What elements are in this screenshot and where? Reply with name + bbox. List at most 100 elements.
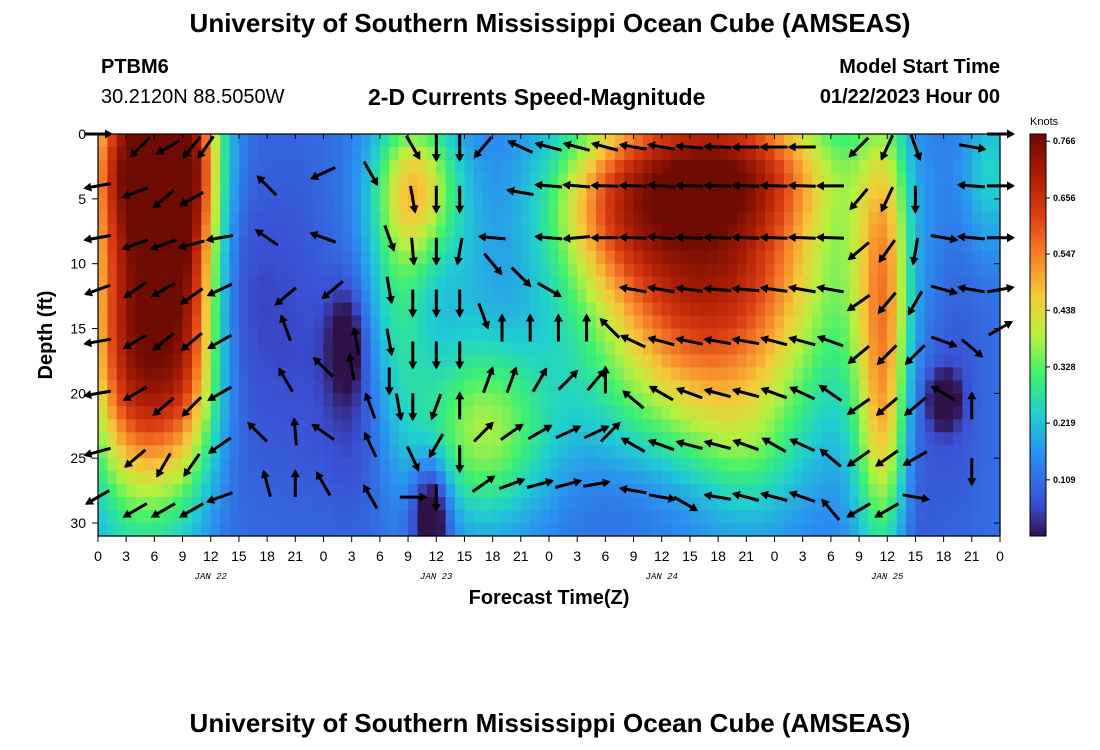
heatmap-cell [520,328,531,343]
vector-head [731,387,741,396]
heatmap-cell [549,224,559,239]
heatmap-cell [718,367,729,381]
heatmap-cell [774,471,785,485]
heatmap-cell [821,198,832,213]
heatmap-cell [661,367,672,381]
heatmap-cell [840,510,851,524]
heatmap-cell [267,263,278,278]
heatmap-cell [220,263,231,278]
vector-head [1006,284,1015,293]
heatmap-cell [943,263,954,278]
heatmap-cell [830,302,841,317]
heatmap-cell [389,367,400,381]
vector-head [759,181,768,191]
heatmap-cell [718,134,729,148]
heatmap-cell [924,458,935,472]
heatmap-cell [98,367,108,381]
heatmap-cell [361,341,372,356]
heatmap-cell [107,380,118,394]
heatmap-cell [736,185,747,200]
heatmap-cell [389,432,400,446]
x-tick-label: 15 [231,548,247,564]
heatmap-cell [577,237,588,252]
heatmap-cell [304,172,315,187]
heatmap-cell [802,302,813,317]
heatmap-cell [116,263,127,278]
heatmap-cell [276,134,287,148]
heatmap-cell [765,432,776,446]
heatmap-cell [511,224,522,239]
heatmap-cell [605,341,616,356]
current-vector [408,341,418,370]
heatmap-cell [642,211,653,226]
heatmap-cell [144,419,155,433]
heatmap-cell [934,328,945,343]
heatmap-cell [624,367,635,381]
heatmap-cell [229,406,240,420]
heatmap-cell [802,172,813,187]
heatmap-cell [887,432,898,446]
current-vector [483,252,503,276]
x-tick-label: 18 [259,548,275,564]
heatmap-cell [379,224,390,239]
heatmap-cell [727,367,738,381]
current-vector [179,287,204,305]
heatmap-cell [304,354,315,369]
vector-head [279,314,288,324]
heatmap-cell [323,471,334,485]
heatmap-cell [220,406,231,420]
heatmap-cell [98,172,108,187]
heatmap-cell [840,523,851,537]
current-vector [815,233,844,242]
x-axis: 0 3 6 9 12 15 18 21 0 3 6 9 12 15 18 21 0 3 6 9 12 15 18 21 0 3 6 9… [94,134,1004,564]
heatmap-cell [896,146,907,161]
heatmap-cell [906,484,917,498]
heatmap-cell [577,263,588,278]
heatmap-cell [276,224,287,239]
heatmap-cell [229,185,240,200]
heatmap-cell [558,432,569,446]
heatmap-cell [163,497,174,511]
heatmap-cell [379,289,390,304]
heatmap-cell [332,510,343,524]
heatmap-cell [332,432,343,446]
heatmap-cell [483,302,494,317]
heatmap-cell [661,354,672,369]
heatmap-cell [229,432,240,446]
heatmap-cell [830,328,841,343]
heatmap-cell [736,315,747,330]
heatmap-cell [379,159,390,174]
heatmap-cell [314,341,325,356]
heatmap-cell [304,445,315,459]
heatmap-cell [436,523,447,537]
heatmap-cell [680,237,691,252]
heatmap-cell [774,134,785,148]
heatmap-cell [736,471,747,485]
heatmap-cell [868,315,879,330]
heatmap-cell [802,419,813,433]
current-vector [648,493,677,503]
vector-head [254,229,264,238]
heatmap-cell [408,484,419,498]
heatmap-cell [661,224,672,239]
heatmap-cell [417,328,428,343]
vector-head [431,205,441,214]
heatmap-cell [295,484,306,498]
heatmap-cell [877,445,888,459]
heatmap-cell [708,224,719,239]
heatmap-cell [746,315,757,330]
heatmap-cell [464,146,475,161]
heatmap-cell [595,146,606,161]
heatmap-cell [549,419,559,433]
heatmap-cell [276,458,287,472]
heatmap-cell [661,458,672,472]
heatmap-cell [633,315,644,330]
vector-head [363,484,371,494]
heatmap-cell [868,302,879,317]
heatmap-cell [116,393,127,407]
heatmap-cell [220,172,231,187]
heatmap-cell [558,276,569,291]
heatmap-cell [417,250,428,265]
heatmap-cell [624,328,635,343]
vector-head [849,201,858,211]
